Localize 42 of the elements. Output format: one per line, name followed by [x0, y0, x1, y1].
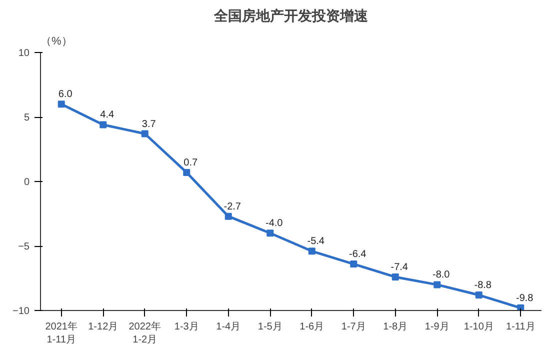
- x-tick-label: 1-6月: [300, 322, 324, 332]
- point: [141, 130, 148, 138]
- point: [308, 248, 316, 255]
- point: [224, 212, 232, 220]
- y-tick-label: 10: [18, 48, 30, 59]
- x-tick-label: 1-9月: [424, 322, 450, 332]
- data-label: -5.4: [307, 236, 325, 248]
- x-tick-label: 1-4月: [216, 322, 241, 332]
- x-tick-label: 2021年 1-11月: [45, 320, 78, 346]
- data-label: 6.0: [58, 89, 73, 100]
- x-tick-label: 1-5月: [258, 322, 282, 332]
- point: [183, 168, 190, 176]
- point: [392, 273, 399, 280]
- chart-title: 全国房地产开发投资增速: [213, 8, 369, 24]
- x-tick-label: 1-10月: [464, 322, 494, 332]
- x-tick-label: 1-7月: [341, 322, 366, 332]
- data-label: -8.0: [432, 270, 450, 281]
- data-label: -7.4: [390, 262, 408, 273]
- data-label: 4.4: [100, 110, 115, 121]
- data-label: -8.8: [474, 280, 492, 292]
- x-tick-label: 2022年 1-2月: [128, 320, 161, 346]
- x-tick-label: 1-8月: [383, 322, 408, 332]
- y-tick-label: 5: [24, 112, 30, 124]
- point: [58, 100, 65, 108]
- data-label: 3.7: [142, 118, 156, 130]
- point: [434, 281, 441, 288]
- point: [350, 260, 358, 268]
- point: [266, 230, 274, 237]
- point: [100, 121, 107, 128]
- y-tick-label: −10: [12, 306, 30, 317]
- y-axis-title: （%）: [40, 36, 72, 48]
- data-label: -6.4: [349, 249, 367, 260]
- data-label: -2.7: [224, 201, 242, 212]
- x-tick-label: 1-3月: [174, 322, 199, 332]
- y-tick-label: −5: [18, 242, 30, 252]
- data-label: -4.0: [266, 218, 284, 230]
- data-label: 0.7: [184, 157, 198, 168]
- point: [475, 292, 482, 299]
- data-label: -9.8: [516, 292, 534, 304]
- x-tick-label: 1-12月: [88, 322, 118, 332]
- x-tick-label: 1-11月: [506, 322, 536, 332]
- y-tick-label: 0: [24, 177, 30, 188]
